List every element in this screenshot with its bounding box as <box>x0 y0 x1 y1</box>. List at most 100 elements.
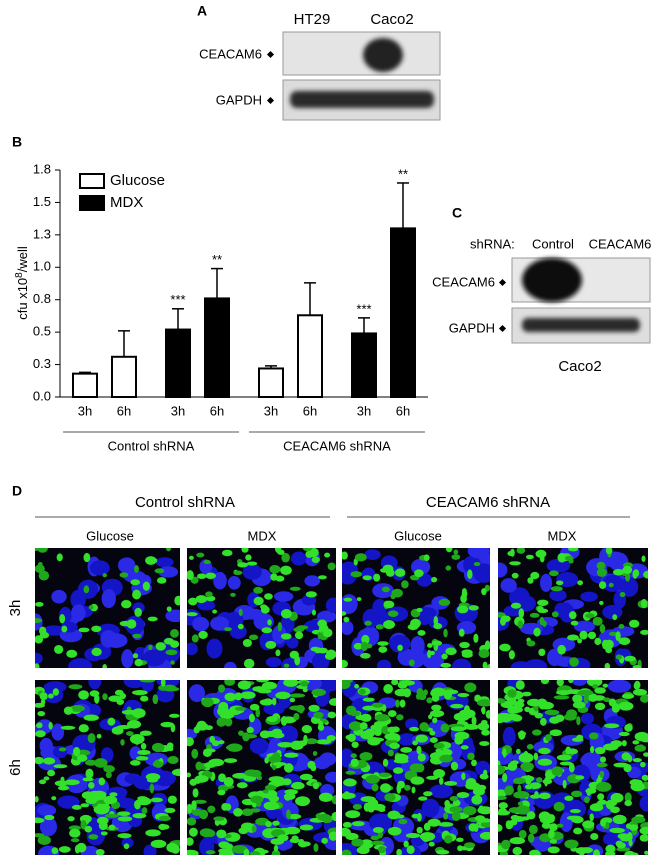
bacteria <box>450 761 459 771</box>
bacteria <box>272 761 287 767</box>
bacteria <box>577 689 594 696</box>
bacteria <box>634 680 641 690</box>
bacteria <box>383 600 395 609</box>
nucleus <box>500 578 517 593</box>
bacteria <box>371 840 385 846</box>
bacteria <box>640 761 646 768</box>
nucleus <box>324 771 336 783</box>
bacteria <box>35 817 45 824</box>
bacteria <box>537 599 549 606</box>
bacteria <box>394 568 406 577</box>
x-tick-label: 3h <box>264 403 278 418</box>
marker <box>266 96 275 105</box>
panel-label: D <box>12 483 22 499</box>
bacteria <box>600 756 607 763</box>
nucleus <box>39 737 53 754</box>
bacteria <box>396 714 404 721</box>
bacteria <box>541 822 551 829</box>
bacteria <box>536 777 543 783</box>
bacteria <box>549 823 558 832</box>
bacteria <box>283 763 294 773</box>
legend-swatch <box>79 195 105 211</box>
bacteria <box>350 753 357 759</box>
bacteria <box>218 773 226 782</box>
bacteria <box>331 795 336 805</box>
bacteria <box>643 570 648 579</box>
bacteria <box>518 608 525 619</box>
bacteria <box>37 835 51 846</box>
bacteria <box>271 849 281 855</box>
bacteria <box>69 705 85 712</box>
nucleus <box>213 571 227 590</box>
bacteria <box>324 652 336 660</box>
bacteria <box>196 720 207 729</box>
bacteria <box>601 817 613 824</box>
bacteria <box>242 732 250 742</box>
bacteria <box>428 841 435 847</box>
bacteria <box>513 791 525 799</box>
bacteria <box>160 721 174 728</box>
bacteria <box>187 849 199 855</box>
bacteria <box>43 757 56 765</box>
bacteria <box>218 684 226 693</box>
bacteria <box>119 692 127 700</box>
nucleus <box>421 798 440 818</box>
bacteria <box>457 605 469 614</box>
bacteria <box>38 779 47 785</box>
bacteria <box>134 799 141 810</box>
bacteria <box>289 838 301 844</box>
bacteria <box>536 698 548 708</box>
bacteria <box>416 812 422 822</box>
bacteria <box>327 711 336 719</box>
bacteria <box>457 693 470 698</box>
nucleus <box>35 652 43 665</box>
bacteria <box>61 625 68 633</box>
y-label-text: cfu x10 <box>15 278 30 320</box>
bacteria <box>394 753 409 763</box>
panel-label: B <box>12 134 22 150</box>
bacteria <box>360 641 368 651</box>
bacteria <box>527 577 534 584</box>
bacteria <box>111 726 124 735</box>
bacteria <box>544 776 549 787</box>
bacteria <box>121 709 138 715</box>
nucleus <box>42 625 66 636</box>
bacteria <box>422 835 431 843</box>
bacteria <box>243 658 255 668</box>
bacteria <box>242 638 252 648</box>
bacteria <box>120 739 125 746</box>
bacteria <box>328 831 336 841</box>
bacteria <box>78 627 90 633</box>
bacteria <box>395 699 400 708</box>
bacteria <box>343 616 350 623</box>
nucleus <box>165 609 180 623</box>
bacteria <box>605 800 618 807</box>
bacteria <box>378 845 386 854</box>
bacteria <box>515 748 521 754</box>
bacteria <box>148 644 153 651</box>
bacteria <box>423 689 428 696</box>
bacteria <box>510 760 519 765</box>
bacteria <box>163 684 177 692</box>
bacteria <box>464 842 476 849</box>
bacteria <box>565 746 572 755</box>
bacteria <box>525 554 534 560</box>
bacteria <box>544 709 560 716</box>
bacteria <box>294 655 301 666</box>
bacteria <box>516 548 526 554</box>
bacteria <box>160 680 166 687</box>
bacteria <box>426 697 433 704</box>
nucleus <box>602 604 623 620</box>
bacteria <box>289 586 301 591</box>
bacteria <box>477 784 487 791</box>
bacteria <box>548 829 555 839</box>
bar <box>111 355 137 399</box>
bacteria <box>633 569 640 577</box>
bacteria <box>373 728 382 737</box>
nucleus <box>376 659 392 668</box>
bacteria <box>317 647 328 654</box>
bacteria <box>592 616 603 626</box>
bacteria <box>119 620 131 627</box>
bacteria <box>483 769 488 776</box>
bacteria <box>566 815 583 821</box>
